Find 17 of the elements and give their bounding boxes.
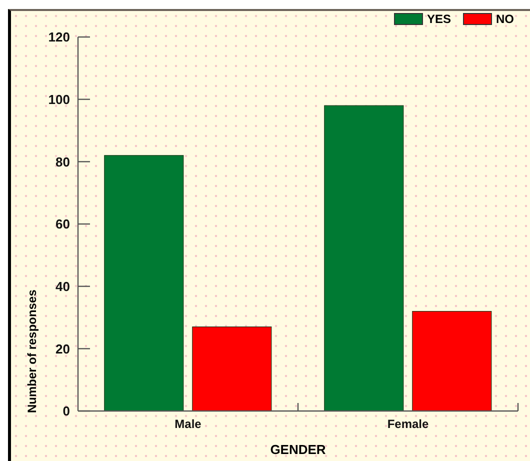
y-tick-label: 40 — [56, 279, 70, 294]
legend-label: YES — [426, 12, 451, 26]
y-tick-label: 120 — [48, 30, 70, 45]
bar — [192, 326, 272, 411]
legend-label: NO — [496, 12, 514, 26]
y-tick-label: 100 — [48, 92, 70, 108]
x-axis-title: GENDER — [270, 442, 326, 457]
bar — [104, 155, 184, 411]
y-tick-label: 0 — [62, 404, 70, 419]
bar — [324, 105, 404, 411]
y-tick-label: 80 — [56, 154, 70, 170]
y-axis-title: Number of responses — [25, 289, 39, 413]
y-tick-label: 20 — [56, 341, 70, 356]
y-tick-label: 60 — [56, 216, 70, 232]
bar — [412, 310, 492, 411]
x-tick-label: Female — [387, 417, 429, 431]
x-tick-label: Male — [174, 417, 202, 431]
